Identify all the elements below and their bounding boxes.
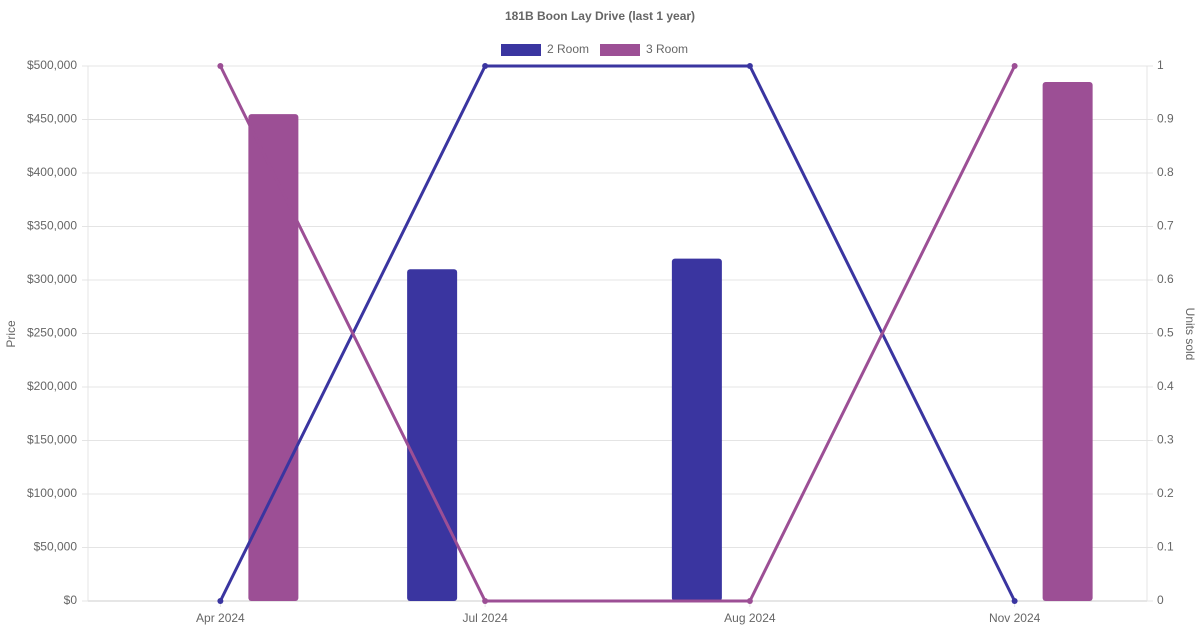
legend-swatch	[600, 44, 640, 56]
line-point	[746, 63, 753, 69]
x-tick-label: Nov 2024	[989, 611, 1041, 625]
line-point	[482, 63, 489, 69]
y-tick-label: $200,000	[27, 379, 77, 393]
line	[219, 65, 1016, 603]
y-axis-title: Price	[4, 320, 18, 348]
line-point	[217, 63, 224, 69]
x-tick-label: Apr 2024	[196, 611, 245, 625]
line-point	[217, 598, 224, 604]
chart-title: 181B Boon Lay Drive (last 1 year)	[505, 9, 695, 23]
y2-tick-label: 0.9	[1157, 112, 1174, 126]
legend-label: 2 Room	[547, 42, 589, 56]
bar	[248, 114, 299, 602]
y2-tick-label: 0.7	[1157, 219, 1174, 233]
y-tick-label: $350,000	[27, 219, 77, 233]
line-point	[746, 598, 753, 604]
line-point	[1011, 63, 1018, 69]
line-point	[1011, 598, 1018, 604]
y-tick-label: $100,000	[27, 486, 77, 500]
legend-swatch	[501, 44, 541, 56]
y-tick-label: $400,000	[27, 165, 77, 179]
bar	[1042, 82, 1093, 602]
y-tick-label: $300,000	[27, 272, 77, 286]
y-tick-label: $0	[64, 593, 78, 607]
x-tick-label: Jul 2024	[462, 611, 508, 625]
y2-tick-label: 0.8	[1157, 165, 1174, 179]
legend-label: 3 Room	[646, 42, 688, 56]
y2-tick-label: 0.5	[1157, 326, 1174, 340]
y-tick-label: $250,000	[27, 326, 77, 340]
y2-tick-label: 1	[1157, 58, 1164, 72]
y2-tick-label: 0.1	[1157, 540, 1174, 554]
y-tick-label: $450,000	[27, 112, 77, 126]
bar	[671, 258, 722, 601]
y2-tick-label: 0.2	[1157, 486, 1174, 500]
y2-tick-label: 0.6	[1157, 272, 1174, 286]
y2-tick-label: 0	[1157, 593, 1164, 607]
x-tick-label: Aug 2024	[724, 611, 776, 625]
line-point	[482, 598, 489, 604]
y-tick-label: $50,000	[34, 540, 78, 554]
y2-axis-title: Units sold	[1183, 308, 1197, 361]
y2-tick-label: 0.3	[1157, 433, 1174, 447]
y2-tick-label: 0.4	[1157, 379, 1174, 393]
bar	[407, 269, 458, 601]
y-tick-label: $500,000	[27, 58, 77, 72]
y-tick-label: $150,000	[27, 433, 77, 447]
